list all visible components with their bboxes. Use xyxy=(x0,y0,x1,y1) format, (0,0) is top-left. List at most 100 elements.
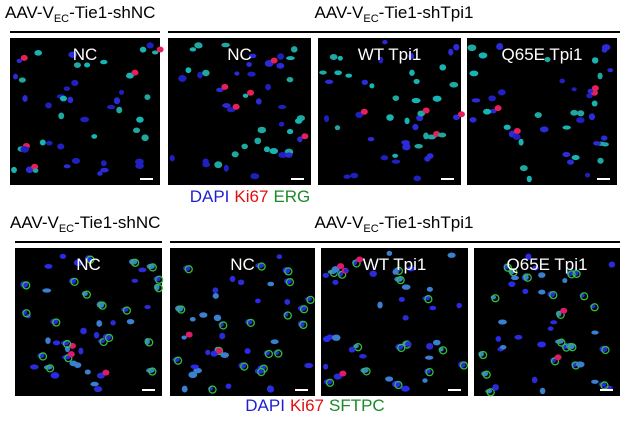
proliferating-cell xyxy=(156,46,164,53)
cell xyxy=(495,335,502,342)
cell xyxy=(118,89,125,95)
cell xyxy=(144,304,151,310)
cell xyxy=(126,318,135,325)
cell xyxy=(408,52,415,60)
cell xyxy=(377,301,383,309)
cell xyxy=(73,259,83,266)
cell xyxy=(367,137,375,142)
cell-marker xyxy=(38,352,48,361)
cell xyxy=(378,56,384,64)
micrograph xyxy=(10,38,160,185)
cell xyxy=(597,157,604,164)
cell-marker xyxy=(580,292,589,301)
cell xyxy=(52,340,61,346)
cell xyxy=(467,44,477,52)
cell xyxy=(401,284,411,290)
cell xyxy=(488,95,496,102)
cell xyxy=(202,69,210,77)
proliferating-cell xyxy=(232,103,240,110)
cell xyxy=(276,254,283,260)
cell-marker xyxy=(62,339,72,349)
cell-marker xyxy=(283,311,292,320)
cell-marker xyxy=(459,361,469,370)
cell xyxy=(93,331,100,339)
cell xyxy=(337,55,343,61)
proliferating-cell xyxy=(247,89,255,96)
cell-marker xyxy=(131,258,140,267)
cell xyxy=(412,123,419,131)
cell xyxy=(334,125,341,131)
cell xyxy=(562,278,568,284)
cell xyxy=(369,83,375,89)
cell xyxy=(538,289,546,295)
cell xyxy=(401,385,410,392)
cell xyxy=(100,160,107,167)
cell xyxy=(402,143,411,151)
proliferating-cell xyxy=(591,85,599,92)
cell xyxy=(189,316,196,322)
cell xyxy=(284,298,291,305)
cell xyxy=(591,57,599,64)
cell xyxy=(534,112,542,119)
cell xyxy=(498,319,507,325)
cell xyxy=(216,87,224,93)
cell-marker xyxy=(22,281,31,290)
cell xyxy=(539,387,546,395)
proliferating-cell xyxy=(513,127,521,134)
cell xyxy=(600,135,608,141)
cell xyxy=(570,109,579,116)
cell-marker xyxy=(246,318,255,327)
cell xyxy=(237,279,245,286)
cell xyxy=(84,369,91,375)
cell-marker xyxy=(600,381,609,390)
proliferating-cell xyxy=(20,54,28,61)
cell xyxy=(18,77,26,83)
cell xyxy=(100,167,109,173)
cell xyxy=(63,164,71,169)
cell-marker xyxy=(425,367,434,377)
cell xyxy=(63,86,71,91)
legend-entry: DAPI xyxy=(190,187,230,206)
cell xyxy=(231,151,239,158)
cell xyxy=(422,378,428,383)
cell-marker xyxy=(362,367,371,376)
cell-marker xyxy=(104,333,114,343)
cell xyxy=(511,275,519,281)
cell xyxy=(518,138,524,146)
cell xyxy=(469,70,479,77)
cell-marker xyxy=(567,270,576,279)
cell-marker xyxy=(557,338,566,347)
cell xyxy=(411,97,421,104)
cell xyxy=(452,114,460,120)
cell xyxy=(385,376,394,382)
cell xyxy=(80,327,87,335)
proliferating-cell xyxy=(360,108,368,115)
cell xyxy=(286,128,294,135)
cell xyxy=(193,367,202,374)
cell xyxy=(359,354,367,359)
proliferating-cell xyxy=(457,111,465,118)
group-label: AAV-VEC-Tie1-shNC xyxy=(5,3,155,25)
cell xyxy=(386,250,393,256)
label-prefix: AAV-V xyxy=(10,213,59,232)
cell-marker xyxy=(482,370,491,379)
cell xyxy=(413,175,422,182)
cell xyxy=(189,47,197,52)
panel-label: WT Tpi1 xyxy=(358,45,422,64)
cell-marker xyxy=(424,295,433,304)
cell xyxy=(571,87,577,92)
cell-marker xyxy=(299,305,309,314)
cell xyxy=(59,253,67,259)
panel-label: NC xyxy=(73,45,98,64)
cell xyxy=(413,78,420,85)
panel-label: Q65E Tpi1 xyxy=(502,45,583,64)
cell xyxy=(265,83,271,91)
cell xyxy=(469,117,477,123)
cell xyxy=(332,279,339,285)
cell xyxy=(575,361,585,368)
cell xyxy=(133,127,141,134)
cell xyxy=(248,53,257,59)
cell xyxy=(68,51,78,58)
cell-marker xyxy=(438,346,448,355)
cell xyxy=(588,113,596,121)
